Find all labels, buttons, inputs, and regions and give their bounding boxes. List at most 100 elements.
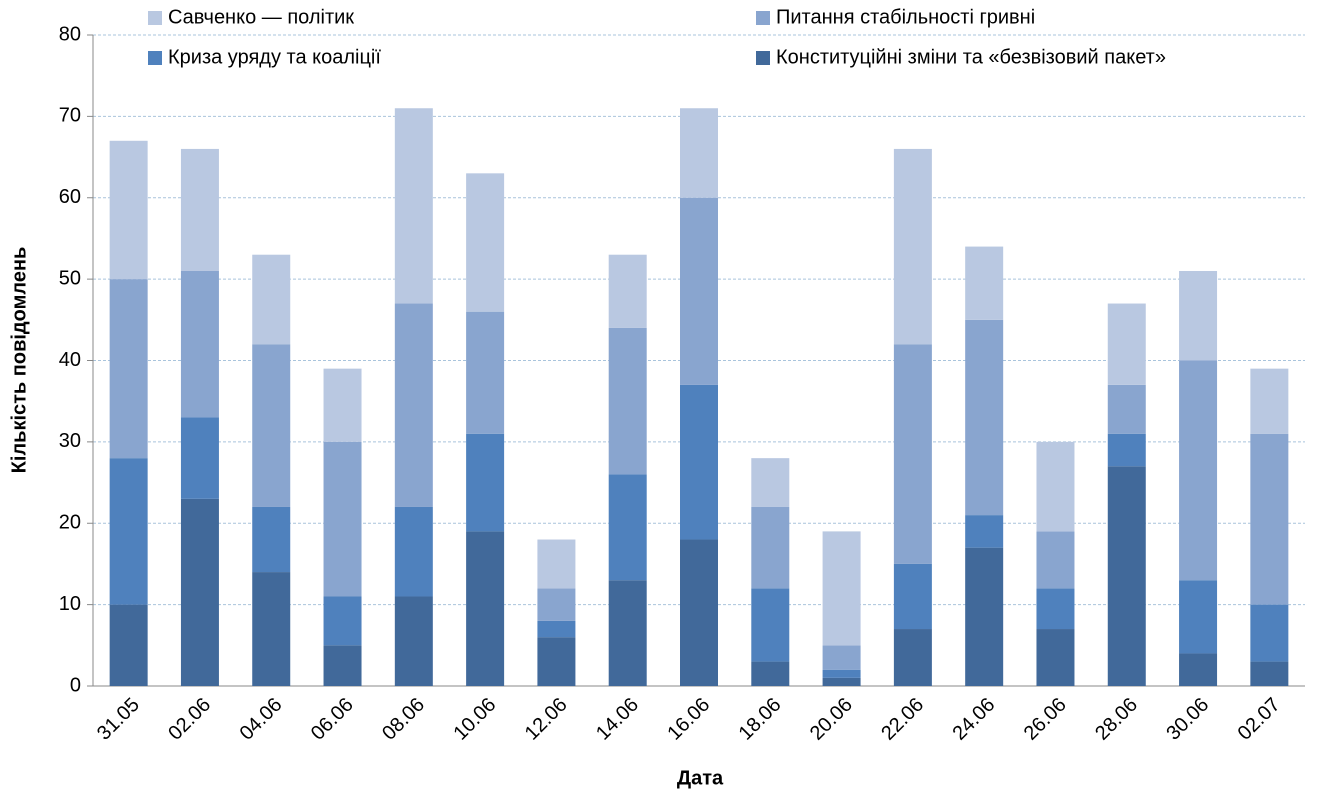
bar-segment xyxy=(180,148,219,271)
y-tick-label: 0 xyxy=(70,674,81,696)
x-tick-label: 04.06 xyxy=(236,694,287,745)
bar-segment xyxy=(1036,531,1075,589)
bar-segment xyxy=(1250,661,1289,686)
y-tick-label: 20 xyxy=(59,512,81,534)
bar-segment xyxy=(180,417,219,499)
x-tick-label: 10.06 xyxy=(449,694,500,745)
bar-segment xyxy=(893,629,932,686)
legend-swatch xyxy=(148,51,162,65)
bar-segment xyxy=(822,677,861,686)
x-tick-label: 14.06 xyxy=(592,694,643,745)
bar-segment xyxy=(323,596,362,646)
bar-segment xyxy=(252,254,291,345)
bar-segment xyxy=(1036,629,1075,686)
bar-segment xyxy=(323,368,362,442)
x-tick-label: 31.05 xyxy=(93,694,144,745)
bar-segment xyxy=(394,303,433,507)
legend-label: Конституційні зміни та «безвізовий пакет… xyxy=(776,46,1166,68)
bar-segment xyxy=(822,531,861,646)
bar-segment xyxy=(1250,368,1289,434)
legend-label: Питання стабільності гривні xyxy=(776,6,1035,28)
bar-segment xyxy=(1107,433,1146,467)
y-tick-label: 60 xyxy=(59,186,81,208)
bar-segment xyxy=(822,645,861,670)
x-tick-label: 26.06 xyxy=(1020,694,1071,745)
bar-segment xyxy=(109,140,148,280)
x-tick-label: 12.06 xyxy=(521,694,572,745)
bar-segment xyxy=(965,515,1004,548)
bar-segment xyxy=(680,197,718,385)
bar-segment xyxy=(394,506,433,597)
bar-segment xyxy=(1107,303,1146,385)
bar-segment xyxy=(751,506,790,589)
bar-segment xyxy=(965,547,1004,686)
bar-segment xyxy=(751,661,790,686)
y-axis-title: Кількість повідомлень xyxy=(8,247,30,474)
bar-segment xyxy=(252,572,291,686)
bar-segment xyxy=(180,498,219,686)
bar-segment xyxy=(537,588,576,621)
bar-segment xyxy=(893,148,932,345)
x-tick-label: 22.06 xyxy=(877,694,928,745)
bar-segment xyxy=(109,458,148,605)
x-tick-label: 08.06 xyxy=(378,694,429,745)
bar-segment xyxy=(608,474,647,581)
x-tick-label: 02.06 xyxy=(164,694,215,745)
x-tick-label: 20.06 xyxy=(806,694,857,745)
bar-segment xyxy=(1179,653,1218,686)
x-tick-label: 16.06 xyxy=(663,694,714,745)
x-tick-label: 06.06 xyxy=(307,694,358,745)
bar-segment xyxy=(751,588,790,662)
bar-segment xyxy=(965,246,1004,320)
bar-segment xyxy=(1250,433,1289,605)
bar-segment xyxy=(466,531,505,686)
bar-segment xyxy=(1107,384,1146,434)
y-tick-label: 10 xyxy=(59,593,81,615)
bar-segment xyxy=(608,327,647,475)
y-tick-label: 80 xyxy=(59,23,81,45)
bar-segment xyxy=(180,270,219,418)
bar-segment xyxy=(1250,604,1289,662)
bar-segment xyxy=(394,108,433,304)
x-tick-label: 30.06 xyxy=(1162,694,1213,745)
bar-segment xyxy=(822,669,861,678)
bar-segment xyxy=(252,344,291,507)
legend-swatch xyxy=(148,11,162,25)
bar-segment xyxy=(608,580,647,686)
bar-segment xyxy=(1107,466,1146,686)
bar-segment xyxy=(893,344,932,564)
bar-segment xyxy=(1179,270,1218,361)
bar-segment xyxy=(537,539,576,589)
bar-segment xyxy=(323,441,362,597)
bar-segment xyxy=(965,319,1004,516)
bar-segment xyxy=(466,433,505,532)
bar-segment xyxy=(1036,441,1075,532)
bar-segment xyxy=(537,620,576,638)
legend-label: Савченко — політик xyxy=(168,6,354,28)
bar-segment xyxy=(608,254,647,328)
bar-segment xyxy=(680,539,718,686)
bar-segment xyxy=(252,506,291,573)
x-tick-label: 24.06 xyxy=(948,694,999,745)
y-tick-label: 70 xyxy=(59,105,81,127)
bar-segment xyxy=(109,604,148,686)
bar-segment xyxy=(1179,580,1218,654)
y-tick-label: 50 xyxy=(59,267,81,289)
bar-segment xyxy=(1036,588,1075,630)
bar-segment xyxy=(466,173,505,312)
y-tick-label: 40 xyxy=(59,349,81,371)
x-axis-title: Дата xyxy=(677,767,724,789)
bar-segment xyxy=(893,563,932,630)
bar-segment xyxy=(1179,360,1218,581)
y-tick-label: 30 xyxy=(59,430,81,452)
legend-swatch xyxy=(756,11,770,25)
legend-label: Криза уряду та коаліції xyxy=(168,46,381,68)
bar-segment xyxy=(680,384,718,540)
x-tick-label: 18.06 xyxy=(735,694,786,745)
x-tick-label: 02.07 xyxy=(1234,694,1285,745)
bar-segment xyxy=(466,311,505,434)
legend-swatch xyxy=(756,51,770,65)
bar-segment xyxy=(109,279,148,459)
bar-segment xyxy=(751,458,790,507)
